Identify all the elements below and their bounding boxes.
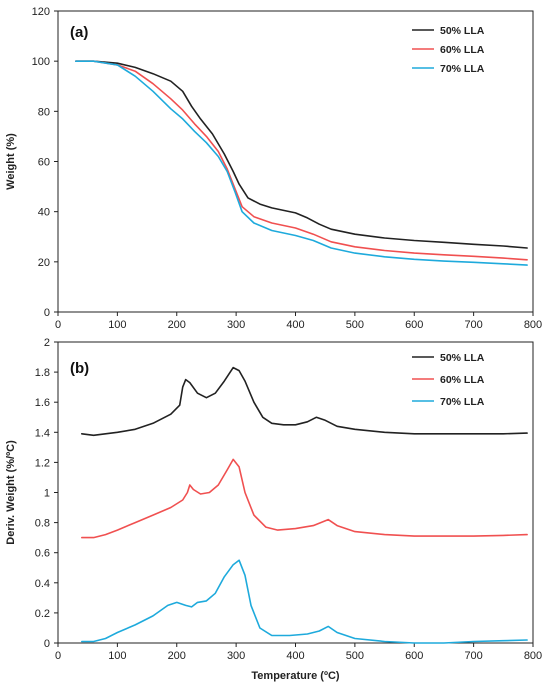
x-tick-label: 0 (55, 650, 61, 662)
x-tick-label: 0 (55, 319, 61, 331)
y-tick-label: 0.2 (35, 608, 50, 620)
x-tick-label: 100 (108, 650, 126, 662)
y-tick-label: 60 (38, 157, 50, 169)
panel-b-derivative-chart: 0 100 200 300 400 500 600 700 800 0 0.2 0.4 0.6 0.8 1 1… (5, 337, 542, 682)
x-tick-label: 300 (227, 650, 245, 662)
legend-entry: 50% LLA (440, 352, 485, 364)
x-tick-label: 200 (168, 319, 186, 331)
plot-frame (57, 341, 534, 644)
y-tick-label: 40 (38, 207, 50, 219)
x-tick-label: 400 (286, 319, 304, 331)
x-tick-label: 200 (168, 650, 186, 662)
x-tick-label: 700 (464, 650, 482, 662)
y-axis-label: Deriv. Weight (%/ºC) (5, 440, 17, 545)
y-tick-label: 0.4 (35, 578, 50, 590)
x-tick-label: 400 (286, 650, 304, 662)
legend-entry: 60% LLA (440, 374, 485, 386)
y-tick-label: 100 (32, 56, 50, 68)
x-tick-label: 600 (405, 319, 423, 331)
y-tick-label: 1 (44, 488, 50, 500)
panel-label: (a) (70, 24, 88, 41)
series-line-50-lla (81, 366, 528, 437)
plot-frame (57, 10, 534, 313)
x-tick-label: 800 (524, 650, 542, 662)
series-line-70-lla (75, 60, 528, 266)
y-tick-label: 120 (32, 6, 50, 18)
y-tick-label: 0.8 (35, 518, 50, 530)
y-tick-label: 1.8 (35, 367, 50, 379)
y-tick-label: 2 (44, 337, 50, 349)
x-tick-label: 500 (346, 650, 364, 662)
series-line-60-lla (81, 458, 528, 539)
legend-entry: 70% LLA (440, 63, 485, 75)
y-tick-label: 80 (38, 106, 50, 118)
y-tick-label: 20 (38, 257, 50, 269)
x-tick-label: 300 (227, 319, 245, 331)
x-tick-label: 500 (346, 319, 364, 331)
x-axis-label: Temperature (ºC) (251, 670, 339, 682)
y-tick-label: 0.6 (35, 548, 50, 560)
series-line-50-lla (75, 60, 528, 249)
legend-entry: 70% LLA (440, 396, 485, 408)
x-tick-label: 100 (108, 319, 126, 331)
y-tick-label: 0 (44, 638, 50, 650)
y-tick-label: 1.6 (35, 397, 50, 409)
y-axis-label: Weight (%) (5, 133, 17, 190)
y-tick-label: 0 (44, 307, 50, 319)
x-tick-label: 700 (464, 319, 482, 331)
x-tick-label: 800 (524, 319, 542, 331)
legend-entry: 50% LLA (440, 25, 485, 37)
y-tick-label: 1.4 (35, 427, 50, 439)
legend-entry: 60% LLA (440, 44, 485, 56)
series-line-60-lla (75, 60, 528, 261)
panel-label: (b) (70, 360, 89, 377)
y-tick-label: 1.2 (35, 457, 50, 469)
series-line-70-lla (81, 559, 528, 644)
x-tick-label: 600 (405, 650, 423, 662)
panel-a-weight-chart: 0 100 200 300 400 500 600 700 800 0 20 40 60 80 100 120… (5, 6, 542, 331)
